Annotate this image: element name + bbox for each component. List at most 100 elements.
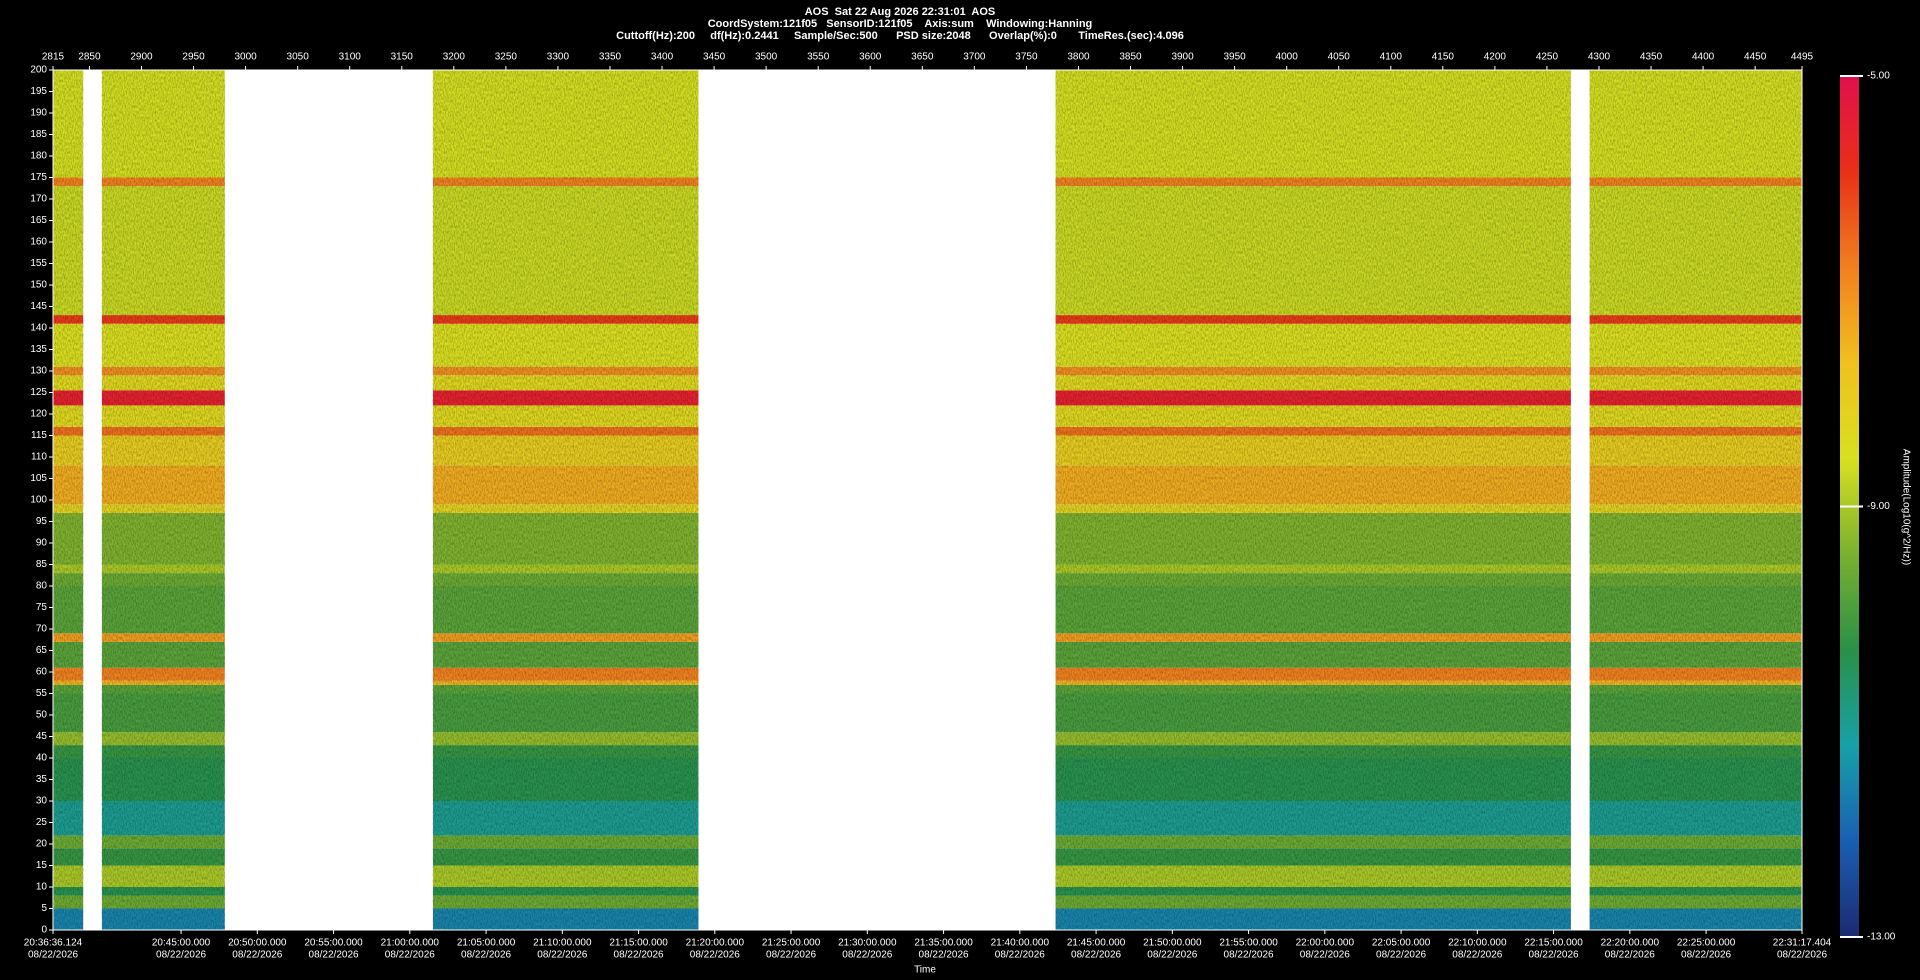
colorbar-tick-label: -13.00	[1867, 932, 1896, 943]
time-tick-date: 08/22/2026	[690, 950, 740, 961]
y-tick-label: 130	[30, 366, 47, 377]
time-tick-label: 22:05:00.000	[1372, 938, 1431, 949]
x-tick-label: 4300	[1588, 52, 1611, 63]
y-tick-label: 40	[36, 753, 48, 764]
y-tick-label: 95	[36, 516, 48, 527]
time-tick-label: 21:35:00.000	[914, 938, 973, 949]
time-tick-label: 21:40:00.000	[991, 938, 1050, 949]
time-tick-label: 21:00:00.000	[381, 938, 440, 949]
time-tick-label: 22:10:00.000	[1448, 938, 1507, 949]
x-tick-label: 4400	[1692, 52, 1715, 63]
colorbar-label: Amplitude(Log10(g^2/Hz))	[1900, 449, 1911, 565]
x-tick-label: 3250	[495, 52, 518, 63]
texture	[53, 70, 84, 930]
x-tick-label: 3800	[1067, 52, 1090, 63]
time-tick-date: 08/22/2026	[1147, 950, 1197, 961]
data-segment	[1589, 70, 1802, 930]
chart-subtitle: CoordSystem:121f05 SensorID:121f05 Axis:…	[708, 18, 1093, 30]
x-tick-label: 2900	[130, 52, 153, 63]
time-tick-label: 22:25:00.000	[1677, 938, 1736, 949]
x-tick-label: 3650	[911, 52, 934, 63]
y-tick-label: 15	[36, 860, 48, 871]
data-segment	[53, 70, 84, 930]
time-tick-date: 08/22/2026	[461, 950, 511, 961]
x-tick-label: 2850	[78, 52, 101, 63]
y-tick-label: 60	[36, 667, 48, 678]
time-tick-date: 08/22/2026	[1777, 950, 1827, 961]
time-tick-date: 08/22/2026	[232, 950, 282, 961]
time-tick-label: 22:31:17.404	[1773, 938, 1832, 949]
x-tick-label: 3000	[234, 52, 257, 63]
y-tick-label: 150	[30, 280, 47, 291]
x-tick-label: 3450	[703, 52, 726, 63]
x-tick-label: 3150	[391, 52, 414, 63]
time-tick-date: 08/22/2026	[1300, 950, 1350, 961]
x-tick-label: 3750	[1015, 52, 1038, 63]
y-tick-label: 195	[30, 86, 47, 97]
time-tick-label: 20:55:00.000	[304, 938, 363, 949]
y-tick-label: 125	[30, 387, 47, 398]
time-tick-date: 08/22/2026	[842, 950, 892, 961]
y-tick-label: 35	[36, 774, 48, 785]
y-tick-label: 10	[36, 882, 48, 893]
data-segment	[1055, 70, 1571, 930]
y-tick-label: 185	[30, 129, 47, 140]
y-tick-label: 170	[30, 194, 47, 205]
time-tick-date: 08/22/2026	[614, 950, 664, 961]
x-tick-label: 4495	[1791, 52, 1814, 63]
x-tick-label: 3350	[599, 52, 622, 63]
time-tick-date: 08/22/2026	[1681, 950, 1731, 961]
x-tick-label: 3850	[1119, 52, 1142, 63]
time-tick-label: 20:36:36.124	[24, 938, 83, 949]
plot-border	[52, 69, 1803, 931]
time-tick-date: 08/22/2026	[156, 950, 206, 961]
y-tick-label: 155	[30, 258, 47, 269]
time-tick-date: 08/22/2026	[1605, 950, 1655, 961]
time-tick-date: 08/22/2026	[385, 950, 435, 961]
y-tick-label: 45	[36, 731, 48, 742]
y-tick-label: 190	[30, 108, 47, 119]
colorbar-tick-label: -9.00	[1867, 501, 1890, 512]
texture	[432, 70, 699, 930]
texture	[101, 70, 225, 930]
y-tick-label: 145	[30, 301, 47, 312]
x-tick-label: 3700	[963, 52, 986, 63]
time-tick-date: 08/22/2026	[537, 950, 587, 961]
settings-line: Cuttoff(Hz):200 df(Hz):0.2441 Sample/Sec…	[616, 30, 1184, 42]
x-tick-label: 4100	[1380, 52, 1403, 63]
x-tick-label: 2950	[182, 52, 205, 63]
x-tick-label: 3900	[1171, 52, 1194, 63]
x-tick-label: 4250	[1536, 52, 1559, 63]
texture	[1055, 70, 1571, 930]
x-tick-label: 4200	[1484, 52, 1507, 63]
x-tick-label: 3400	[651, 52, 674, 63]
y-tick-label: 175	[30, 172, 47, 183]
y-tick-label: 0	[41, 925, 47, 936]
time-tick-date: 08/22/2026	[766, 950, 816, 961]
y-tick-label: 65	[36, 645, 48, 656]
x-tick-label: 3600	[859, 52, 882, 63]
data-segment	[101, 70, 225, 930]
time-tick-label: 21:55:00.000	[1219, 938, 1278, 949]
data-segment	[432, 70, 699, 930]
y-tick-label: 120	[30, 409, 47, 420]
time-tick-label: 21:15:00.000	[609, 938, 668, 949]
x-tick-label: 2815	[42, 52, 65, 63]
time-tick-label: 21:20:00.000	[686, 938, 745, 949]
x-tick-label: 4450	[1744, 52, 1767, 63]
time-tick-label: 22:20:00.000	[1601, 938, 1660, 949]
y-tick-label: 50	[36, 710, 48, 721]
time-tick-label: 20:50:00.000	[228, 938, 287, 949]
y-tick-label: 165	[30, 215, 47, 226]
time-tick-label: 22:15:00.000	[1524, 938, 1583, 949]
x-tick-label: 4000	[1276, 52, 1299, 63]
time-tick-date: 08/22/2026	[1376, 950, 1426, 961]
x-tick-label: 4050	[1328, 52, 1351, 63]
time-tick-date: 08/22/2026	[995, 950, 1045, 961]
y-tick-label: 25	[36, 817, 48, 828]
y-tick-label: 75	[36, 602, 48, 613]
time-tick-label: 21:50:00.000	[1143, 938, 1202, 949]
time-tick-date: 08/22/2026	[1224, 950, 1274, 961]
y-tick-label: 180	[30, 151, 47, 162]
